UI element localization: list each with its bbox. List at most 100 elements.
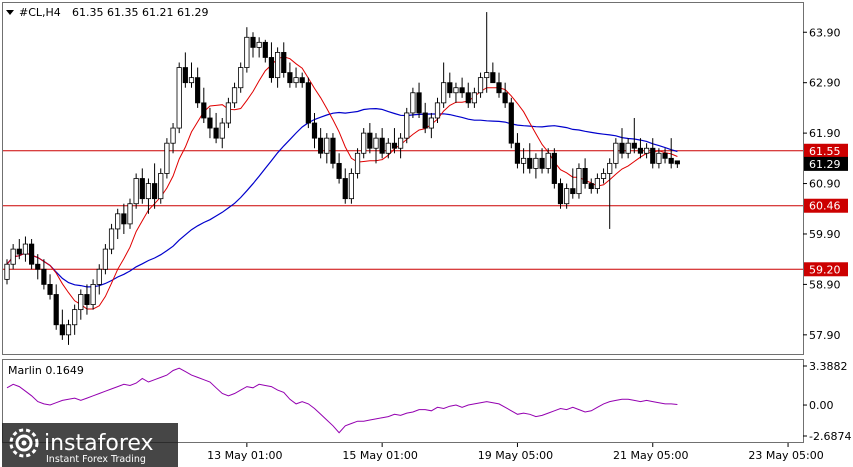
price-tick-label: 62.90 [809,77,841,90]
candle-body [644,147,650,154]
candle-body [410,92,416,114]
candle [557,178,564,209]
slow-moving-average-line [6,107,678,288]
oscillator [6,367,678,434]
candle [127,198,133,229]
candle [10,244,16,270]
candle [207,107,213,139]
candle [644,143,650,159]
candle [631,117,637,154]
candle-body [588,183,594,189]
candle [490,62,496,84]
candle-body [293,77,299,84]
candle [570,168,576,199]
main-plot-frame [2,2,804,355]
candle-body [305,82,311,124]
candle-body [262,41,268,58]
candle [600,168,607,184]
symbol-dropdown-icon[interactable] [6,10,14,15]
price-tags: 61.55 60.46 59.20 61.29 [804,143,848,277]
candle [281,42,287,78]
candle-body [330,137,336,164]
candle-body [78,294,84,311]
candle [637,138,644,159]
candle [385,138,391,159]
level-tag-2-bg [804,262,848,277]
candle [551,148,557,189]
candle [508,97,514,149]
candle-body [619,142,625,154]
candle [139,168,145,204]
candle [564,183,570,209]
candle-body [213,127,219,139]
candle-body [354,152,361,174]
candle-body [139,178,145,200]
candle-body [434,102,441,119]
candle-body [391,142,398,149]
candle [250,32,256,58]
candle-body [594,178,601,189]
candle-body [10,248,16,265]
candle-body [477,77,484,94]
price-tick-label: 60.90 [809,178,841,191]
candle [594,173,601,194]
price-tick-label: 61.90 [809,127,841,140]
candle-body [238,67,244,89]
price-tick-label: 59.90 [809,228,841,241]
candle [342,168,348,204]
candle-body [16,248,22,255]
price-axis: 63.90 62.90 61.90 60.90 59.90 58.90 57.90 [803,26,841,342]
candle [459,77,465,98]
candle [274,47,281,88]
candle-body [108,228,115,250]
candle-body [287,72,293,84]
candle-body [379,137,385,154]
candle [539,148,545,174]
candle-body [133,178,139,205]
candle-body [115,213,121,230]
level-tag-2-text: 59.20 [809,263,841,276]
candle [391,128,398,154]
logo-brand-text: instaforex [44,431,154,456]
candle [533,153,539,179]
candle [244,27,250,73]
price-tick-label: 58.90 [809,278,841,291]
candle [35,254,41,280]
time-tick-label: 21 May 05:00 [613,449,688,462]
candle [348,168,355,204]
candle [219,117,225,149]
candles [4,12,680,345]
candle [182,52,188,88]
candle [53,284,59,330]
candle-body [151,183,158,200]
candle-body [176,67,182,129]
candle-body [311,122,318,139]
candle [108,223,115,255]
candle [268,42,275,83]
candle-body [570,188,576,195]
symbol-label: #CL,H4 [19,6,61,19]
current-price-tag-bg [804,156,848,171]
candle-body [551,152,557,184]
candle-body [533,157,539,169]
candle-body [453,87,459,94]
candle [619,128,625,159]
candle-body [182,67,188,84]
logo-tagline: Instant Forex Trading [46,454,146,465]
candle [16,239,22,260]
ohlc-readout: 61.35 61.35 61.21 61.29 [72,6,208,19]
candle-body [145,183,152,200]
time-tick-label: 15 May 01:00 [342,449,417,462]
time-tick-label: 13 May 01:00 [207,449,282,462]
candle [318,128,324,159]
candle-body [90,284,96,305]
candle-body [502,92,508,104]
price-tick-label: 63.90 [809,26,841,39]
level-tag-2: 59.20 [804,262,848,277]
candle-body [674,160,680,165]
candle [613,138,619,169]
candle-body [231,87,238,104]
candle [441,62,447,108]
candle-body [422,112,428,129]
candle-body [250,36,256,48]
